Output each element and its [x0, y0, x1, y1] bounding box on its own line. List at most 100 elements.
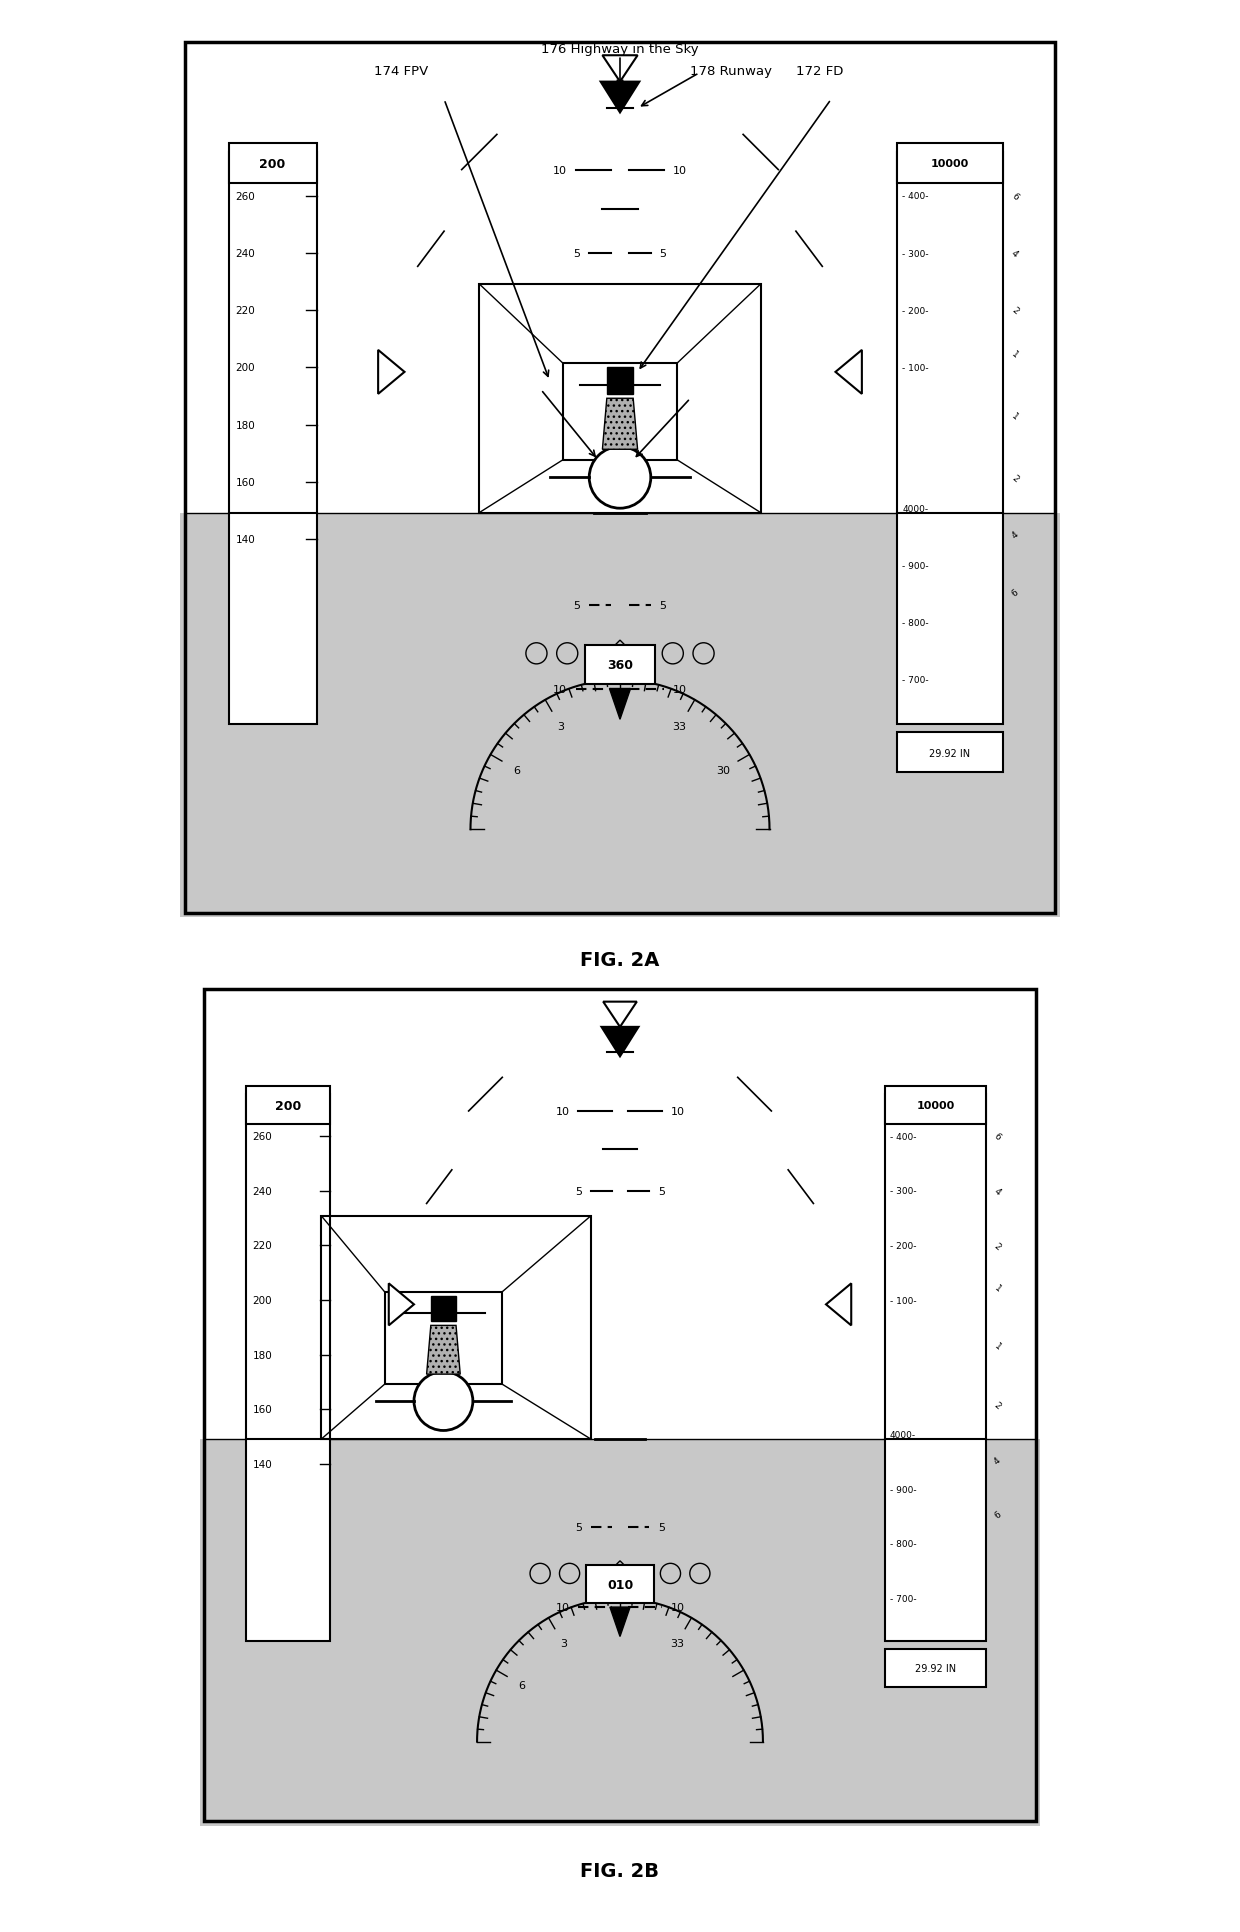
Text: 4000-: 4000- [890, 1430, 916, 1439]
Polygon shape [601, 1028, 639, 1057]
Text: 1: 1 [992, 1341, 1003, 1352]
Text: 200: 200 [236, 363, 255, 373]
Text: - 900-: - 900- [903, 562, 929, 570]
Polygon shape [603, 400, 637, 450]
Bar [897, 153, 1003, 724]
Text: 174 FPV: 174 FPV [373, 66, 428, 77]
Text: - 800-: - 800- [903, 618, 929, 628]
Text: 4: 4 [992, 1455, 1003, 1464]
Text: - 300-: - 300- [890, 1186, 916, 1196]
Text: 10: 10 [673, 684, 687, 694]
Bar [200, 1439, 1040, 1826]
Text: 260: 260 [253, 1132, 273, 1142]
Text: 29.92 IN: 29.92 IN [929, 748, 971, 759]
Text: - 200-: - 200- [890, 1242, 916, 1250]
Text: 30: 30 [715, 765, 730, 775]
Text: 240: 240 [236, 249, 255, 259]
Text: - 400-: - 400- [890, 1132, 916, 1142]
Text: 6: 6 [992, 1132, 1003, 1142]
Text: 10000: 10000 [931, 158, 968, 170]
Text: 2: 2 [1009, 305, 1019, 317]
Text: - 100-: - 100- [890, 1296, 916, 1304]
Text: - 700-: - 700- [890, 1594, 916, 1604]
Bar [228, 145, 316, 184]
Text: 29.92 IN: 29.92 IN [915, 1663, 956, 1673]
Bar [384, 1293, 502, 1385]
Text: 3: 3 [557, 723, 564, 732]
Bar [430, 1296, 456, 1321]
Bar [885, 1095, 986, 1640]
Bar [585, 645, 655, 684]
Bar [606, 369, 634, 394]
Text: - 700-: - 700- [903, 676, 929, 684]
Bar [885, 1650, 986, 1687]
Text: FIG. 2B: FIG. 2B [580, 1861, 660, 1880]
Text: 5: 5 [575, 1186, 582, 1196]
Text: 10: 10 [671, 1107, 684, 1117]
Circle shape [589, 448, 651, 508]
Text: 176 Highway in the Sky: 176 Highway in the Sky [541, 43, 699, 56]
Polygon shape [826, 1283, 851, 1325]
Text: 6: 6 [1009, 587, 1019, 597]
Text: 6: 6 [518, 1681, 526, 1690]
Bar [228, 153, 316, 724]
Text: - 400-: - 400- [903, 193, 929, 201]
Text: 140: 140 [253, 1459, 273, 1470]
Text: 3: 3 [559, 1638, 567, 1648]
Bar [480, 284, 760, 514]
Bar [180, 514, 1060, 918]
Text: 33: 33 [672, 723, 687, 732]
Text: - 100-: - 100- [903, 363, 929, 373]
Polygon shape [378, 352, 404, 394]
Bar [563, 363, 677, 460]
Bar [897, 732, 1003, 773]
Text: - 300-: - 300- [903, 249, 929, 259]
Text: 1: 1 [1009, 412, 1019, 421]
Text: 1: 1 [1009, 350, 1019, 361]
Text: 160: 160 [253, 1405, 273, 1414]
Text: 10: 10 [556, 1107, 569, 1117]
Text: 200: 200 [259, 158, 285, 170]
Polygon shape [610, 1607, 630, 1636]
Text: 220: 220 [253, 1240, 273, 1250]
Text: 200: 200 [253, 1296, 272, 1306]
Text: 4: 4 [1009, 249, 1019, 259]
Text: - 600-: - 600- [890, 1648, 916, 1658]
Text: 010: 010 [606, 1578, 634, 1592]
Text: 5: 5 [575, 1522, 582, 1532]
Text: 260: 260 [236, 191, 255, 201]
Text: 10: 10 [673, 166, 687, 176]
Bar [246, 1095, 330, 1640]
Text: 4000-: 4000- [903, 504, 929, 514]
Text: 2: 2 [1009, 473, 1019, 483]
Text: - 200-: - 200- [903, 307, 929, 315]
Text: 240: 240 [253, 1186, 273, 1196]
Text: 5: 5 [660, 601, 667, 611]
Polygon shape [603, 1003, 637, 1028]
Text: 140: 140 [236, 535, 255, 545]
Text: 4: 4 [1009, 529, 1019, 541]
Text: 5: 5 [658, 1522, 665, 1532]
Text: 180: 180 [253, 1350, 273, 1360]
Text: 10: 10 [671, 1602, 684, 1611]
Text: 10: 10 [553, 684, 567, 694]
Text: 6: 6 [1009, 191, 1019, 203]
Text: 2: 2 [992, 1240, 1003, 1252]
Text: 5: 5 [573, 601, 580, 611]
Text: 200: 200 [275, 1099, 301, 1113]
Bar [321, 1217, 590, 1439]
Text: 5: 5 [658, 1186, 665, 1196]
Text: 360: 360 [608, 659, 632, 672]
Text: 10: 10 [553, 166, 567, 176]
Text: 220: 220 [236, 305, 255, 317]
Text: 10: 10 [556, 1602, 569, 1611]
Polygon shape [603, 56, 637, 83]
Text: FIG. 2A: FIG. 2A [580, 951, 660, 970]
Text: 1: 1 [992, 1283, 1003, 1293]
Polygon shape [609, 690, 631, 721]
Text: - 600-: - 600- [903, 732, 929, 742]
Text: 180: 180 [236, 421, 255, 431]
Bar [885, 1086, 986, 1124]
Text: 5: 5 [573, 249, 580, 259]
Polygon shape [427, 1325, 460, 1374]
